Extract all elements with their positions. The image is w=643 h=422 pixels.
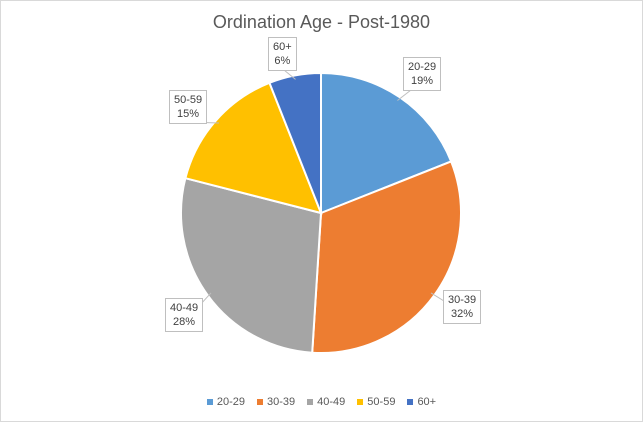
legend-swatch bbox=[257, 399, 264, 405]
pie-slice-20-29 bbox=[320, 71, 453, 215]
legend-label: 50-59 bbox=[367, 396, 396, 408]
legend-label: 30-39 bbox=[267, 396, 296, 408]
legend: 20-29 30-39 40-49 50-59 60+ bbox=[0, 396, 643, 408]
legend-item: 40-49 bbox=[307, 396, 345, 408]
pie-slice-40-49 bbox=[180, 176, 323, 354]
pie-slice-60+ bbox=[268, 71, 322, 214]
legend-item: 60+ bbox=[407, 396, 436, 408]
data-label-60-plus: 60+ 6% bbox=[268, 37, 297, 71]
leader-line bbox=[397, 89, 412, 101]
legend-swatch bbox=[357, 399, 364, 405]
legend-label: 20-29 bbox=[216, 396, 246, 408]
legend-label: 40-49 bbox=[317, 396, 346, 408]
data-label-40-49: 40-49 28% bbox=[165, 298, 204, 332]
data-label-50-59: 50-59 15% bbox=[169, 90, 208, 124]
pie-slice-50-59 bbox=[184, 81, 323, 215]
chart-title: Ordination Age - Post-1980 bbox=[212, 12, 431, 32]
legend-swatch bbox=[206, 399, 213, 405]
data-label-20-29: 20-29 19% bbox=[403, 57, 442, 91]
legend-swatch bbox=[407, 399, 414, 405]
legend-item: 30-39 bbox=[257, 396, 295, 408]
data-label-30-39: 30-39 32% bbox=[443, 290, 482, 324]
legend-item: 20-29 bbox=[206, 396, 246, 408]
legend-swatch bbox=[307, 399, 314, 405]
legend-item: 50-59 bbox=[357, 396, 395, 408]
leader-line bbox=[283, 69, 296, 80]
legend-label: 60+ bbox=[417, 396, 437, 408]
